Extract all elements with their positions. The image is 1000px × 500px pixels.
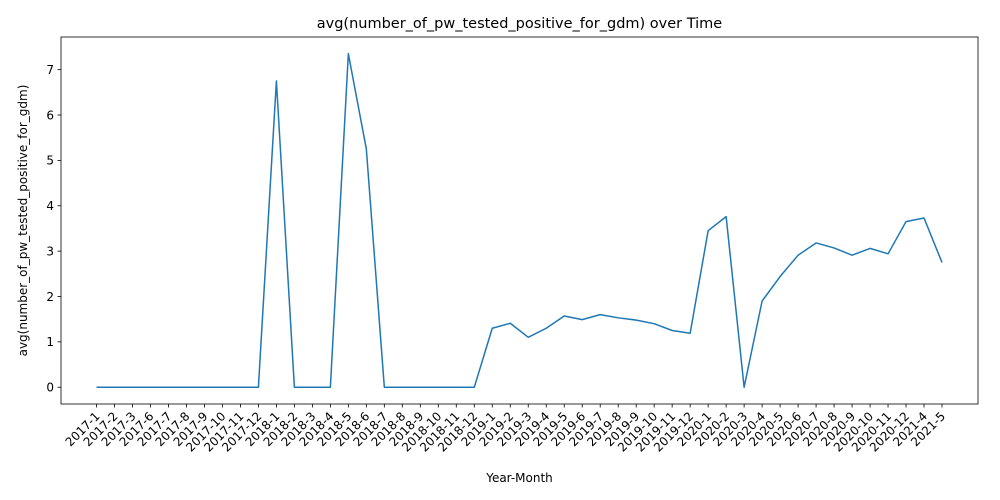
y-tick-label: 5 xyxy=(46,154,54,168)
y-tick-label: 7 xyxy=(46,63,54,77)
y-tick-label: 3 xyxy=(46,244,54,258)
y-axis-label: avg(number_of_pw_tested_positive_for_gdm… xyxy=(16,85,30,357)
x-axis: 2017-12017-22017-32017-62017-72017-82017… xyxy=(63,404,948,455)
y-tick-label: 0 xyxy=(46,381,54,395)
y-axis: 0 1 2 3 4 5 6 7 xyxy=(46,63,61,395)
axes-frame xyxy=(60,36,979,405)
y-tick-label: 6 xyxy=(46,108,54,122)
x-axis-label: Year-Month xyxy=(485,471,553,485)
y-tick-label: 1 xyxy=(46,335,54,349)
series-line xyxy=(96,53,943,388)
plot-area xyxy=(96,53,943,388)
y-tick-label: 2 xyxy=(46,290,54,304)
y-tick-label: 4 xyxy=(46,199,54,213)
chart-title: avg(number_of_pw_tested_positive_for_gdm… xyxy=(317,16,723,32)
